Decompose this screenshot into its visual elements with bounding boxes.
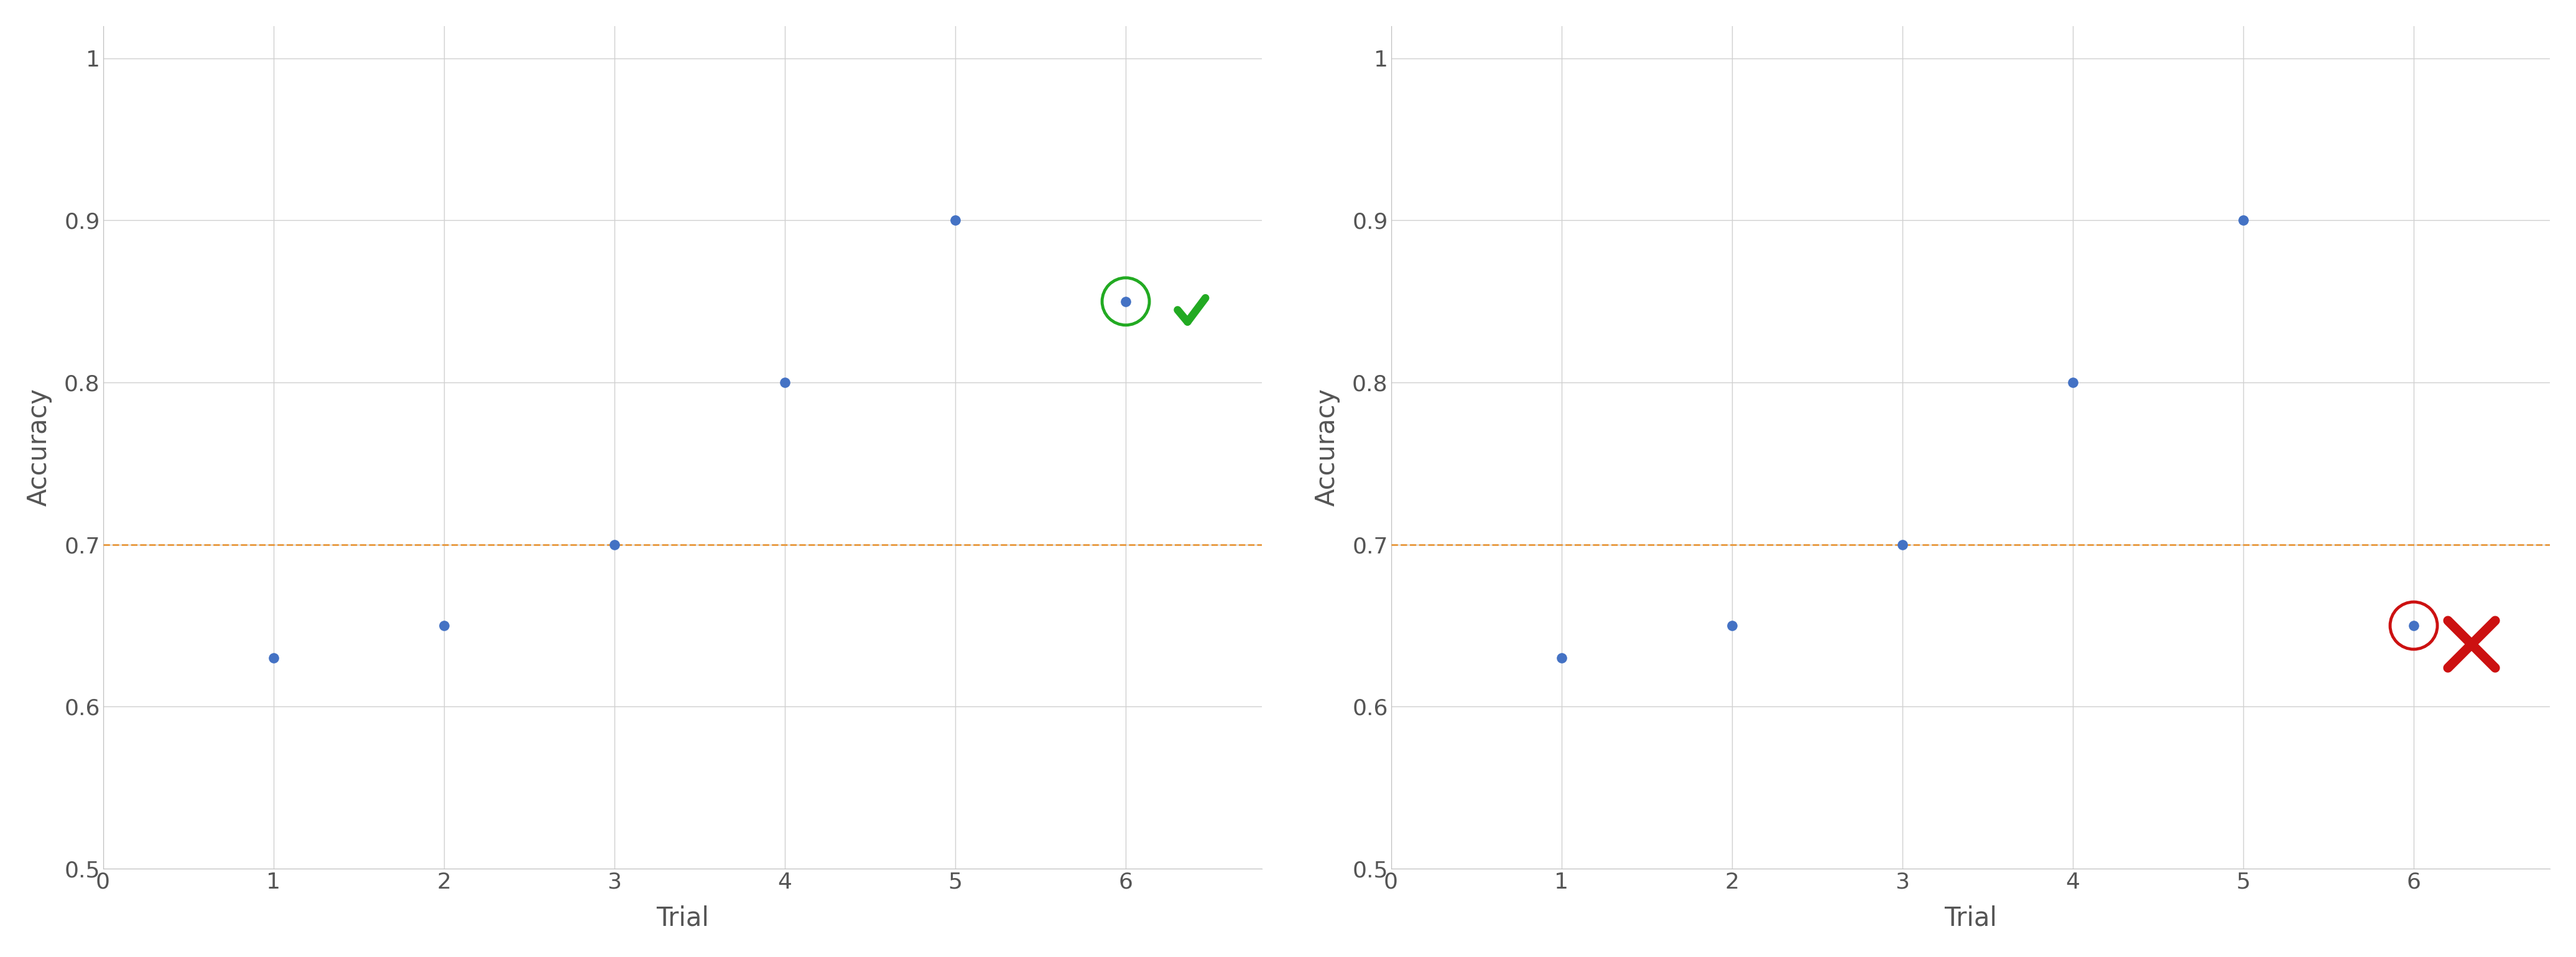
Point — [1880, 537, 1922, 552]
X-axis label: Trial: Trial — [657, 905, 708, 931]
Point — [765, 375, 806, 390]
Point — [592, 537, 634, 552]
Point — [1105, 294, 1146, 309]
Y-axis label: Accuracy: Accuracy — [26, 389, 52, 506]
Point — [422, 618, 464, 634]
Point — [2393, 618, 2434, 634]
Point — [252, 651, 294, 666]
Point — [1540, 651, 1582, 666]
Point — [1710, 618, 1752, 634]
Point — [2223, 212, 2264, 228]
Point — [2053, 375, 2094, 390]
Point — [935, 212, 976, 228]
Y-axis label: Accuracy: Accuracy — [1314, 389, 1340, 506]
X-axis label: Trial: Trial — [1945, 905, 1996, 931]
